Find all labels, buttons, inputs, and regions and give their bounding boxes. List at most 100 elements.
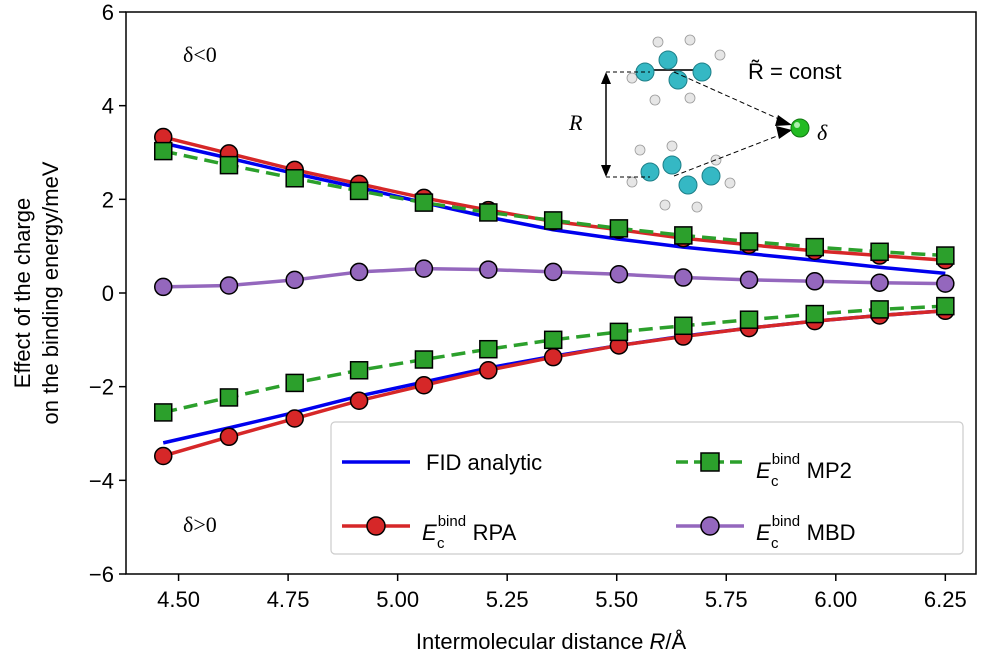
delta-negative-label: δ<0 xyxy=(183,42,217,67)
legend-mbd-marker xyxy=(700,516,720,536)
data-point xyxy=(349,262,369,282)
data-point xyxy=(285,373,304,393)
r-arrow-up-head xyxy=(601,72,611,84)
data-point xyxy=(414,376,434,395)
r-label: R xyxy=(568,110,583,135)
top-distance-arrowhead xyxy=(775,115,792,126)
data-point xyxy=(805,304,825,324)
data-point xyxy=(805,237,825,257)
data-point xyxy=(153,446,173,466)
charge-sphere xyxy=(790,118,810,138)
data-point xyxy=(349,361,369,380)
data-point xyxy=(870,300,889,319)
r-tilde-label: R̃ = const xyxy=(748,59,842,84)
data-point xyxy=(870,273,889,292)
y-tick-label: −2 xyxy=(89,375,114,400)
legend-entry-mbd: Ebind c MBD xyxy=(676,513,856,552)
legend-fid-label: FID analytic xyxy=(426,450,542,475)
data-point xyxy=(349,391,369,410)
y-tick-label: 4 xyxy=(102,94,114,119)
bottom-molecule xyxy=(626,140,736,213)
x-axis-title: Intermolecular distance R/Å xyxy=(416,629,687,654)
data-point xyxy=(609,265,629,284)
legend-entry-mp2: Ebind c MP2 xyxy=(676,451,852,490)
data-point xyxy=(543,330,563,350)
data-point xyxy=(609,322,629,342)
x-tick-label: 5.75 xyxy=(705,587,748,612)
data-point xyxy=(479,260,498,279)
data-point xyxy=(936,296,955,316)
data-point xyxy=(609,219,629,238)
data-point xyxy=(479,203,498,222)
legend-box xyxy=(330,421,964,555)
data-point xyxy=(543,262,563,282)
legend-rpa-marker xyxy=(366,516,386,536)
data-point xyxy=(153,141,173,161)
legend-mp2-label: Ebind c MP2 xyxy=(756,451,852,490)
r-arrow-down-head xyxy=(601,165,611,177)
x-tick-label: 4.50 xyxy=(157,587,200,612)
data-point xyxy=(349,181,369,201)
data-point xyxy=(674,268,693,287)
legend-mp2-marker xyxy=(700,452,720,472)
data-point xyxy=(870,242,889,262)
y-tick-label: 2 xyxy=(102,187,114,212)
data-point xyxy=(219,276,239,295)
data-point xyxy=(805,272,825,291)
legend-rpa-label: Ebind c RPA xyxy=(422,513,517,552)
y-axis-title-line2: on the binding energy/meV xyxy=(38,161,63,424)
data-point xyxy=(479,361,498,380)
data-point xyxy=(674,316,693,336)
data-point xyxy=(285,169,304,188)
data-point xyxy=(414,259,434,278)
data-point xyxy=(414,193,434,212)
data-point xyxy=(543,211,563,230)
data-point xyxy=(153,403,173,422)
series-5 xyxy=(153,296,955,422)
bottom-distance-arrowhead xyxy=(776,126,792,139)
series-6 xyxy=(153,259,955,297)
delta-positive-label: δ>0 xyxy=(183,512,217,537)
data-point xyxy=(219,388,239,407)
data-point xyxy=(739,270,759,290)
data-point xyxy=(739,310,759,329)
legend-mbd-label: Ebind c MBD xyxy=(756,513,856,552)
y-tick-label: −6 xyxy=(89,562,114,587)
data-point xyxy=(285,270,304,290)
dimer-inset: R δ R̃ = const xyxy=(568,34,842,213)
series-layer xyxy=(153,127,955,466)
data-point xyxy=(219,155,239,175)
x-tick-label: 4.75 xyxy=(267,587,310,612)
x-tick-label: 5.50 xyxy=(595,587,638,612)
top-distance-line xyxy=(673,71,791,125)
bottom-distance-line xyxy=(673,130,791,177)
data-point xyxy=(414,350,434,369)
data-point xyxy=(153,277,173,297)
data-point xyxy=(739,232,759,251)
series-4 xyxy=(153,141,955,265)
ticks-layer: 4.50 4.75 5.00 5.25 5.50 5.75 6.00 6.25 −6 −4 −2 0 2… xyxy=(89,0,967,612)
y-tick-label: −4 xyxy=(89,468,114,493)
x-tick-label: 6.25 xyxy=(924,587,967,612)
y-axis-title-line1: Effect of the charge xyxy=(10,198,35,388)
legend: FID analytic Ebind c MP2 Ebind c RPA Ebind… xyxy=(330,421,964,555)
data-point xyxy=(285,409,304,428)
data-point xyxy=(543,347,563,367)
x-tick-label: 6.00 xyxy=(814,587,857,612)
data-point xyxy=(674,226,693,245)
data-point xyxy=(479,339,498,359)
y-axis-title: Effect of the charge on the binding ener… xyxy=(10,161,63,424)
x-tick-label: 5.00 xyxy=(376,587,419,612)
x-tick-label: 5.25 xyxy=(486,587,529,612)
data-point xyxy=(936,246,955,265)
data-point xyxy=(219,427,239,447)
legend-entry-rpa: Ebind c RPA xyxy=(342,513,517,552)
y-tick-label: 0 xyxy=(102,281,114,306)
y-tick-label: 6 xyxy=(102,0,114,25)
data-point xyxy=(936,274,955,293)
delta-charge-label: δ xyxy=(817,120,828,145)
legend-entry-fid: FID analytic xyxy=(342,450,542,475)
charge-sphere-highlight xyxy=(794,122,800,128)
